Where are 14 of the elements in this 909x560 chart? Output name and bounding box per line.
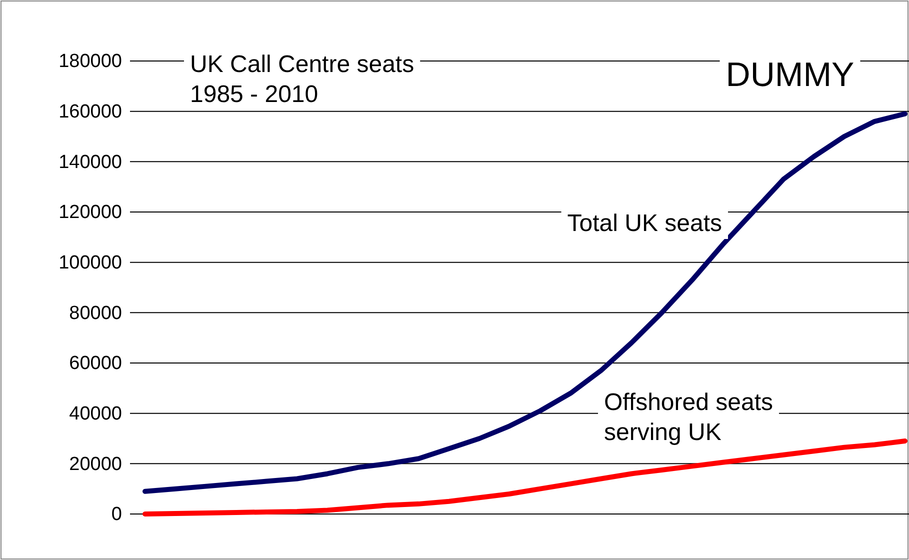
y-tick-label: 120000 bbox=[58, 202, 122, 224]
y-tick-label: 20000 bbox=[69, 454, 122, 475]
annotation: DUMMY bbox=[726, 56, 854, 94]
series-label: Total UK seats bbox=[567, 210, 722, 237]
series-label: Offshored seats serving UK bbox=[604, 389, 773, 446]
y-tick-label: 0 bbox=[111, 504, 122, 526]
y-tick-label: 80000 bbox=[69, 302, 122, 324]
y-tick-label: 160000 bbox=[58, 101, 122, 122]
y-tick-label: 60000 bbox=[69, 353, 122, 374]
y-tick-label: 180000 bbox=[58, 51, 122, 72]
y-tick-label: 140000 bbox=[58, 152, 122, 173]
chart-title: UK Call Centre seats 1985 - 2010 bbox=[190, 51, 414, 108]
y-tick-label: 40000 bbox=[69, 403, 122, 424]
y-tick-label: 100000 bbox=[58, 252, 122, 274]
